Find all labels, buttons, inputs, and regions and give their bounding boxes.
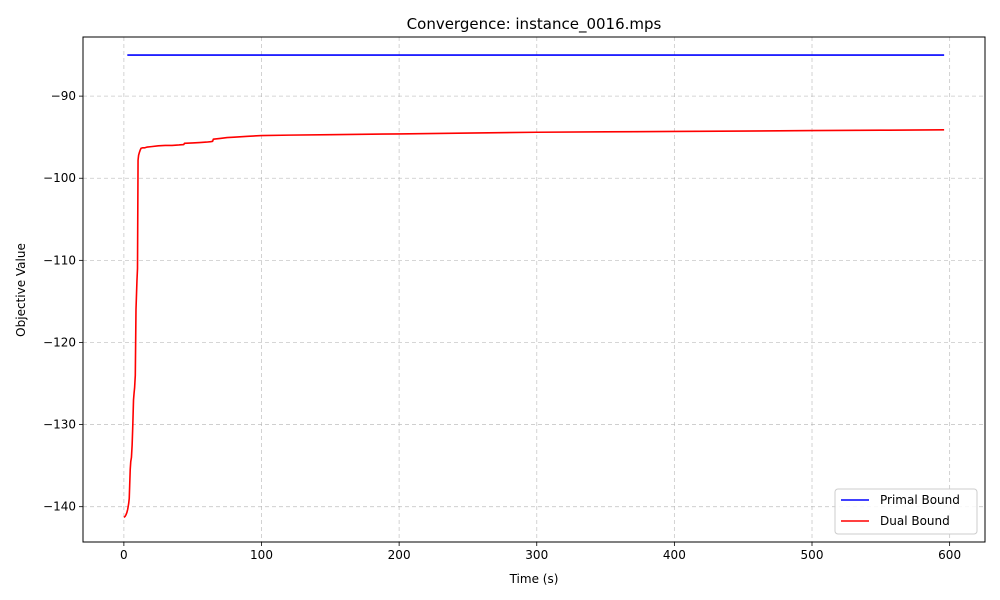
- y-tick-label: −120: [43, 335, 76, 349]
- ticks: 0 100 200 300 400 500 600 −90 −100 −110 −120 −130 −1…: [43, 89, 961, 562]
- x-tick-label: 600: [938, 548, 961, 562]
- y-tick-label: −100: [43, 171, 76, 185]
- x-tick-label: 500: [801, 548, 824, 562]
- x-tick-label: 300: [525, 548, 548, 562]
- y-axis-title: Objective Value: [14, 243, 28, 337]
- plot-frame: [82, 36, 986, 543]
- y-tick-label: −90: [51, 89, 76, 103]
- legend: Primal Bound Dual Bound: [834, 488, 978, 535]
- series-layer: [123, 54, 945, 519]
- x-tick-label: 200: [388, 548, 411, 562]
- dual-bound-line: [123, 128, 945, 519]
- legend-label-primal-bound: Primal Bound: [880, 493, 960, 507]
- legend-label-dual-bound: Dual Bound: [880, 514, 950, 528]
- y-tick-label: −110: [43, 253, 76, 267]
- y-tick-label: −140: [43, 500, 76, 514]
- chart-title: Convergence: instance_0016.mps: [407, 15, 662, 34]
- grid: [83, 37, 985, 542]
- y-tick-label: −130: [43, 418, 76, 432]
- x-tick-label: 100: [250, 548, 273, 562]
- x-axis-title: Time (s): [509, 572, 559, 586]
- legend-box: [834, 488, 978, 535]
- x-tick-label: 400: [663, 548, 686, 562]
- x-tick-label: 0: [120, 548, 128, 562]
